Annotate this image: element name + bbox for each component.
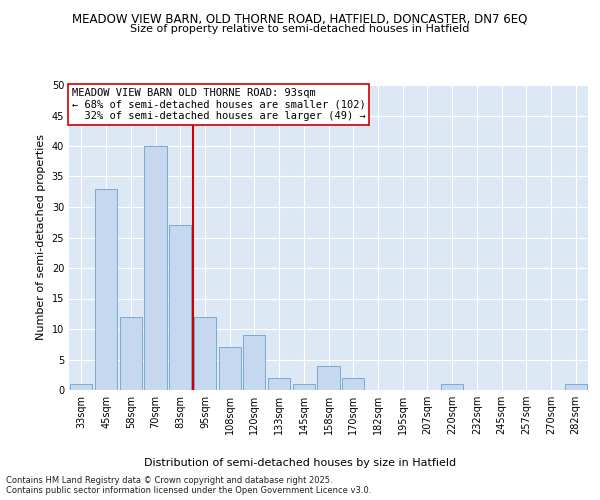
Y-axis label: Number of semi-detached properties: Number of semi-detached properties bbox=[36, 134, 46, 340]
Text: MEADOW VIEW BARN OLD THORNE ROAD: 93sqm
← 68% of semi-detached houses are smalle: MEADOW VIEW BARN OLD THORNE ROAD: 93sqm … bbox=[71, 88, 365, 121]
Bar bbox=[268, 378, 290, 390]
Bar bbox=[194, 317, 216, 390]
Bar bbox=[95, 188, 117, 390]
Bar bbox=[317, 366, 340, 390]
Text: Distribution of semi-detached houses by size in Hatfield: Distribution of semi-detached houses by … bbox=[144, 458, 456, 468]
Bar bbox=[70, 384, 92, 390]
Bar bbox=[218, 348, 241, 390]
Bar bbox=[342, 378, 364, 390]
Bar bbox=[169, 226, 191, 390]
Bar bbox=[565, 384, 587, 390]
Text: MEADOW VIEW BARN, OLD THORNE ROAD, HATFIELD, DONCASTER, DN7 6EQ: MEADOW VIEW BARN, OLD THORNE ROAD, HATFI… bbox=[73, 12, 527, 26]
Text: Contains HM Land Registry data © Crown copyright and database right 2025.
Contai: Contains HM Land Registry data © Crown c… bbox=[6, 476, 371, 495]
Bar bbox=[441, 384, 463, 390]
Bar bbox=[243, 335, 265, 390]
Bar bbox=[145, 146, 167, 390]
Bar bbox=[119, 317, 142, 390]
Bar bbox=[293, 384, 315, 390]
Text: Size of property relative to semi-detached houses in Hatfield: Size of property relative to semi-detach… bbox=[130, 24, 470, 34]
